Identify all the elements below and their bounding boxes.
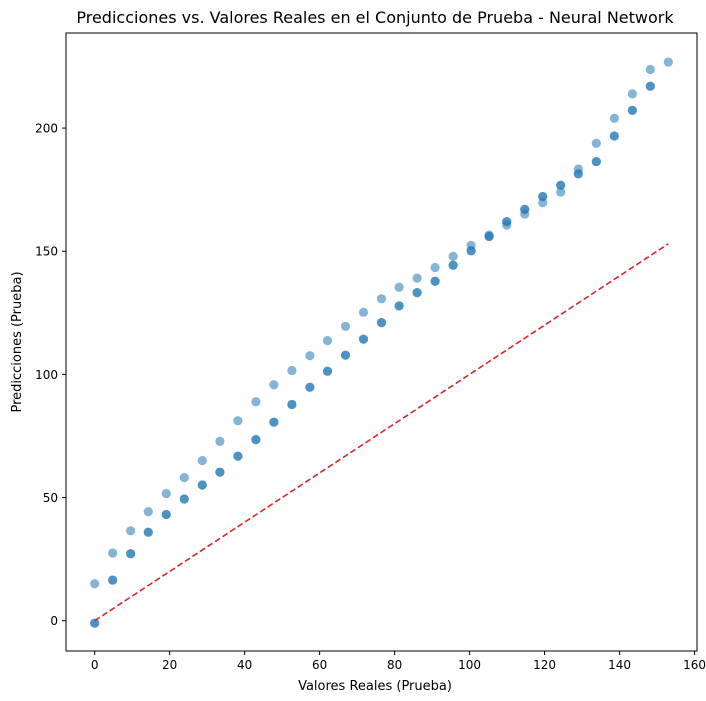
data-point: [251, 435, 261, 445]
data-point: [287, 399, 297, 410]
x-tick-label: 20: [162, 658, 177, 672]
data-point: [251, 397, 261, 407]
data-point: [466, 240, 476, 250]
x-tick-label: 160: [683, 658, 706, 672]
data-point: [161, 489, 171, 499]
data-point: [412, 273, 422, 283]
data-point: [215, 436, 225, 446]
data-point: [108, 548, 118, 558]
data-point: [305, 382, 315, 392]
data-point: [556, 187, 566, 197]
data-point: [108, 575, 118, 585]
x-tick-label: 140: [608, 658, 631, 672]
x-tick-label: 80: [387, 658, 402, 672]
y-tick-label: 150: [35, 245, 58, 259]
plot-frame: [65, 32, 698, 652]
data-point: [197, 480, 207, 490]
data-point: [448, 260, 458, 270]
data-point: [322, 366, 333, 376]
data-point: [233, 451, 243, 461]
data-point: [269, 380, 279, 390]
data-point: [609, 131, 619, 141]
data-point: [126, 549, 136, 559]
data-point: [90, 618, 100, 628]
reference-line: [94, 243, 669, 622]
x-tick-label: 60: [312, 658, 327, 672]
data-point: [448, 251, 458, 262]
points-layer: [90, 57, 673, 628]
data-point: [179, 473, 189, 483]
data-point: [645, 81, 655, 91]
data-point: [556, 180, 566, 190]
x-tick-label: 120: [533, 658, 556, 672]
data-point: [126, 526, 136, 536]
data-point: [591, 156, 601, 167]
x-axis: 0 20 40 60 80 100 120 140 160: [91, 651, 706, 672]
data-point: [376, 318, 387, 328]
data-point: [322, 336, 333, 346]
data-point: [340, 321, 351, 331]
data-point: [90, 579, 100, 589]
data-point: [233, 416, 243, 426]
data-point: [502, 220, 512, 230]
x-tick-label: 100: [458, 658, 481, 672]
data-point: [340, 350, 351, 360]
data-point: [484, 230, 494, 240]
data-point: [358, 307, 369, 317]
data-point: [305, 351, 315, 361]
data-point: [287, 365, 297, 376]
data-point: [573, 164, 583, 174]
data-point: [663, 57, 673, 67]
data-point: [430, 262, 440, 273]
data-point: [215, 467, 225, 477]
data-point: [591, 138, 601, 148]
x-tick-label: 40: [237, 658, 252, 672]
data-point: [376, 294, 387, 304]
data-point: [179, 494, 189, 504]
chart-title: Predicciones vs. Valores Reales en el Co…: [76, 8, 674, 27]
data-point: [394, 301, 404, 311]
y-axis: 0 50 100 150 200: [35, 122, 66, 628]
y-axis-label: Predicciones (Prueba): [10, 271, 25, 412]
data-point: [412, 288, 422, 298]
data-point: [609, 113, 619, 123]
y-tick-label: 200: [35, 122, 58, 136]
y-tick-label: 50: [43, 491, 58, 505]
data-point: [538, 198, 548, 208]
y-tick-label: 100: [35, 368, 58, 382]
data-point: [520, 209, 530, 219]
data-point: [645, 64, 655, 75]
x-tick-label: 0: [91, 658, 99, 672]
y-tick-label: 0: [50, 614, 58, 628]
x-axis-label: Valores Reales (Prueba): [298, 679, 452, 694]
data-point: [394, 282, 404, 292]
data-point: [430, 276, 440, 286]
data-point: [627, 105, 637, 115]
data-point: [161, 509, 171, 520]
data-point: [269, 417, 279, 427]
data-point: [143, 506, 153, 517]
data-point: [627, 89, 637, 99]
data-point: [143, 527, 153, 537]
data-point: [197, 456, 207, 466]
data-point: [358, 334, 369, 344]
